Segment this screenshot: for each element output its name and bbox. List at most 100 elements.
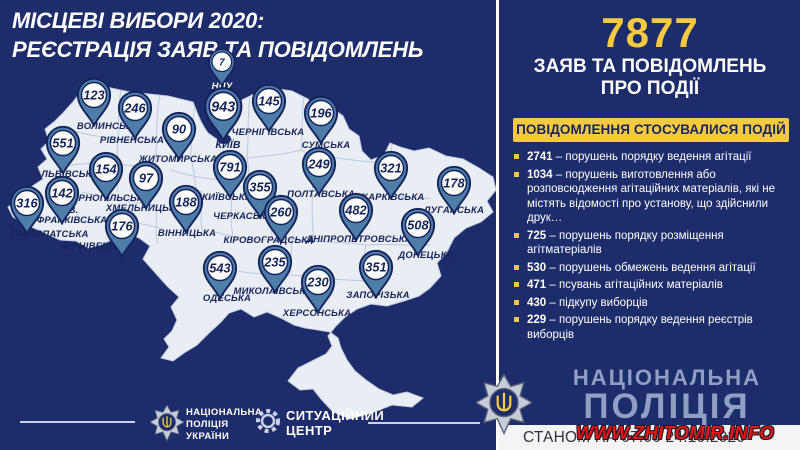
events-banner: ПОВІДОМЛЕННЯ СТОСУВАЛИСЯ ПОДІЙ [513,118,789,142]
region-label: ДОНЕЦЬКА [398,250,454,261]
page-title-line1: МІСЦЕВІ ВИБОРИ 2020: [12,8,265,33]
region-label: ЧЕРНІГІВСЬКА [231,127,305,138]
situation-center-line2: ЦЕНТР [286,423,333,438]
region-label: РІВНЕНСЬКА [99,135,165,146]
region-label: ОДЕСЬКА [202,293,252,304]
svg-text:196: 196 [310,106,332,121]
region-pin: 791 [211,148,249,204]
violation-item: 430 – підкупу виборців [514,296,792,311]
national-police-wordmark: НАЦІОНАЛЬНА ПОЛІЦІЯ [538,366,796,426]
svg-text:178: 178 [443,176,465,191]
total-count: 7877 [601,9,699,56]
svg-text:551: 551 [52,136,73,151]
svg-text:543: 543 [209,261,230,276]
region-pin: 260 [262,193,300,249]
region-label: ТЕРНОПІЛЬСЬКА [66,193,150,204]
svg-text:508: 508 [407,218,429,233]
region-pin: 7 [207,47,237,92]
svg-text:90: 90 [172,122,186,137]
region-label: КИЇВСЬКА [202,192,252,203]
gear-icon [256,409,280,433]
violation-item: 471 – псувань агітаційних матеріалів [514,278,792,293]
region-pin: 142 [43,174,81,230]
violation-item: 725 – порушень порядку розміщення агітма… [514,229,792,258]
stats-panel: 7877 ЗАЯВ ТА ПОВІДОМЛЕНЬ ПРО ПОДІЇ ПОВІД… [500,0,800,450]
region-pin: 123 [75,76,113,132]
region-pin: 230 [299,263,337,319]
region-label: ЧЕРНІВЕЦЬКА [58,241,130,252]
svg-text:230: 230 [306,275,328,290]
region-label: ВОЛИНСЬКА [76,121,140,132]
svg-text:97: 97 [139,171,154,186]
region-label: ЛЬВІВСЬКА [41,169,99,180]
svg-text:7: 7 [219,58,225,69]
police-footer-line3: УКРАЇНИ [186,431,230,442]
region-pin: 145 [250,82,288,138]
total-subtitle-line1: ЗАЯВ ТА ПОВІДОМЛЕНЬ [533,56,767,77]
police-badge-large-icon [476,373,532,436]
region-pin: 249 [300,145,338,201]
region-pin: 943 [202,85,245,147]
police-footer-label: НАЦІОНАЛЬНА ПОЛІЦІЯ УКРАЇНИ [186,407,262,443]
region-label: ВІННИЦЬКА [157,228,217,239]
region-pin: 154 [87,150,125,206]
region-pin: 321 [372,149,410,205]
svg-text:943: 943 [211,99,235,115]
status-strip: СТАНОМ НА 07.00 24.10.2020 [499,425,800,450]
violations-list: 2741 – порушень порядку ведення агітації… [514,150,792,345]
region-pin: 90 [160,110,198,166]
region-label: СУМСЬКА [301,140,351,151]
svg-text:791: 791 [219,160,240,175]
region-label: КІРОВОГРАДСЬКА [223,235,315,246]
violation-item: 229 – порушень порядку ведення реєстрів … [514,313,792,342]
svg-text:246: 246 [123,101,146,116]
region-pin: 196 [302,94,340,150]
svg-text:176: 176 [111,219,133,234]
region-pin: 351 [357,248,395,304]
total-subtitle: ЗАЯВ ТА ПОВІДОМЛЕНЬ ПРО ПОДІЇ [500,56,800,100]
region-label: ХМЕЛЬНИЦЬКА [105,203,183,214]
footer-divider-line-right [368,422,480,424]
svg-text:355: 355 [249,180,271,195]
svg-text:123: 123 [83,88,104,103]
violation-item: 2741 – порушень порядку ведення агітації [514,150,792,165]
total-subtitle-line2: ПРО ПОДІЇ [600,78,700,99]
site-watermark: WWW.ZHITOMIR.INFO [576,422,774,443]
region-pin: 551 [44,124,82,180]
region-pin: 188 [167,183,205,239]
region-pin: 176 [103,207,141,263]
region-pin: 178 [435,164,473,220]
police-footer-line2: ПОЛІЦІЯ [186,419,229,430]
region-label: ДНІПРОПЕТРОВСЬКА [306,234,412,245]
status-date: СТАНОМ НА 07.00 24.10.2020 [523,429,746,446]
footer-divider-line-left [20,421,135,423]
region-pin: 316 [8,184,46,240]
svg-text:235: 235 [263,255,286,270]
svg-text:154: 154 [95,162,116,177]
page-title: МІСЦЕВІ ВИБОРИ 2020: РЕЄСТРАЦІЯ ЗАЯВ ТА … [12,6,424,64]
violation-item: 530 – порушень обмежень ведення агітації [514,261,792,276]
svg-text:321: 321 [380,161,401,176]
region-label: ЖИТОМИРСЬКА [139,155,217,165]
region-label: ХЕРСОНСЬКА [282,308,352,319]
svg-text:249: 249 [307,157,330,172]
region-pin: 97 [127,159,165,215]
wordmark-line2: ПОЛІЦІЯ [583,387,751,426]
svg-text:351: 351 [365,260,386,275]
police-badge-icon [150,404,184,442]
violation-item: 1034 – порушень виготовлення або розповс… [514,168,792,226]
svg-text:142: 142 [51,186,72,201]
region-label: ХАРКІВСЬКА [361,192,425,203]
region-label: ЧЕРКАСЬКА [213,211,273,222]
region-pin: 482 [337,191,375,247]
region-label: ЗАКАРПАТСЬКА [9,229,89,240]
situation-center-label: СИТУАЦІЙНИЙ ЦЕНТР [286,408,384,438]
svg-text:316: 316 [16,196,38,211]
svg-text:145: 145 [258,94,280,109]
region-label: КИЇВ [215,139,241,151]
region-pin: 543 [201,249,239,305]
svg-text:188: 188 [175,195,197,210]
region-pin: 235 [256,243,294,299]
svg-text:482: 482 [344,203,366,218]
